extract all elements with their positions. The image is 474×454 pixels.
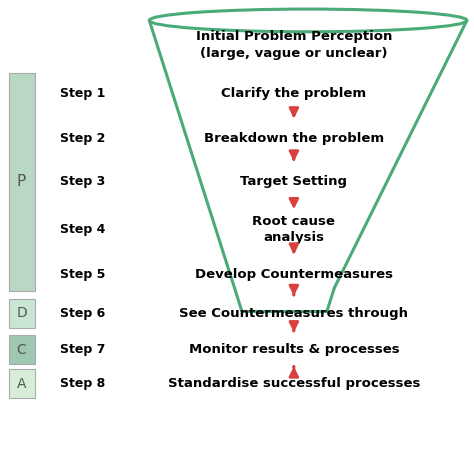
Text: Root cause
analysis: Root cause analysis: [253, 215, 335, 244]
Text: Monitor results & processes: Monitor results & processes: [189, 343, 399, 356]
Text: Step 3: Step 3: [60, 175, 106, 188]
Text: Step 1: Step 1: [60, 87, 106, 99]
FancyBboxPatch shape: [9, 369, 35, 399]
Text: Standardise successful processes: Standardise successful processes: [168, 377, 420, 390]
FancyBboxPatch shape: [9, 299, 35, 328]
Text: A: A: [17, 377, 27, 390]
FancyBboxPatch shape: [9, 335, 35, 364]
Text: Step 4: Step 4: [60, 223, 106, 236]
FancyBboxPatch shape: [9, 73, 35, 291]
Text: Breakdown the problem: Breakdown the problem: [204, 132, 384, 145]
Text: Step 7: Step 7: [60, 343, 106, 356]
Text: Initial Problem Perception
(large, vague or unclear): Initial Problem Perception (large, vague…: [196, 30, 392, 60]
Text: See Countermeasures through: See Countermeasures through: [179, 307, 409, 320]
Text: C: C: [17, 343, 27, 356]
Text: Target Setting: Target Setting: [240, 175, 347, 188]
Text: Develop Countermeasures: Develop Countermeasures: [195, 268, 393, 281]
Text: D: D: [16, 306, 27, 320]
Text: Step 5: Step 5: [60, 268, 106, 281]
Text: P: P: [17, 174, 26, 189]
Text: Clarify the problem: Clarify the problem: [221, 87, 366, 99]
Text: Step 2: Step 2: [60, 132, 106, 145]
Text: Step 8: Step 8: [60, 377, 106, 390]
Text: Step 6: Step 6: [60, 307, 106, 320]
